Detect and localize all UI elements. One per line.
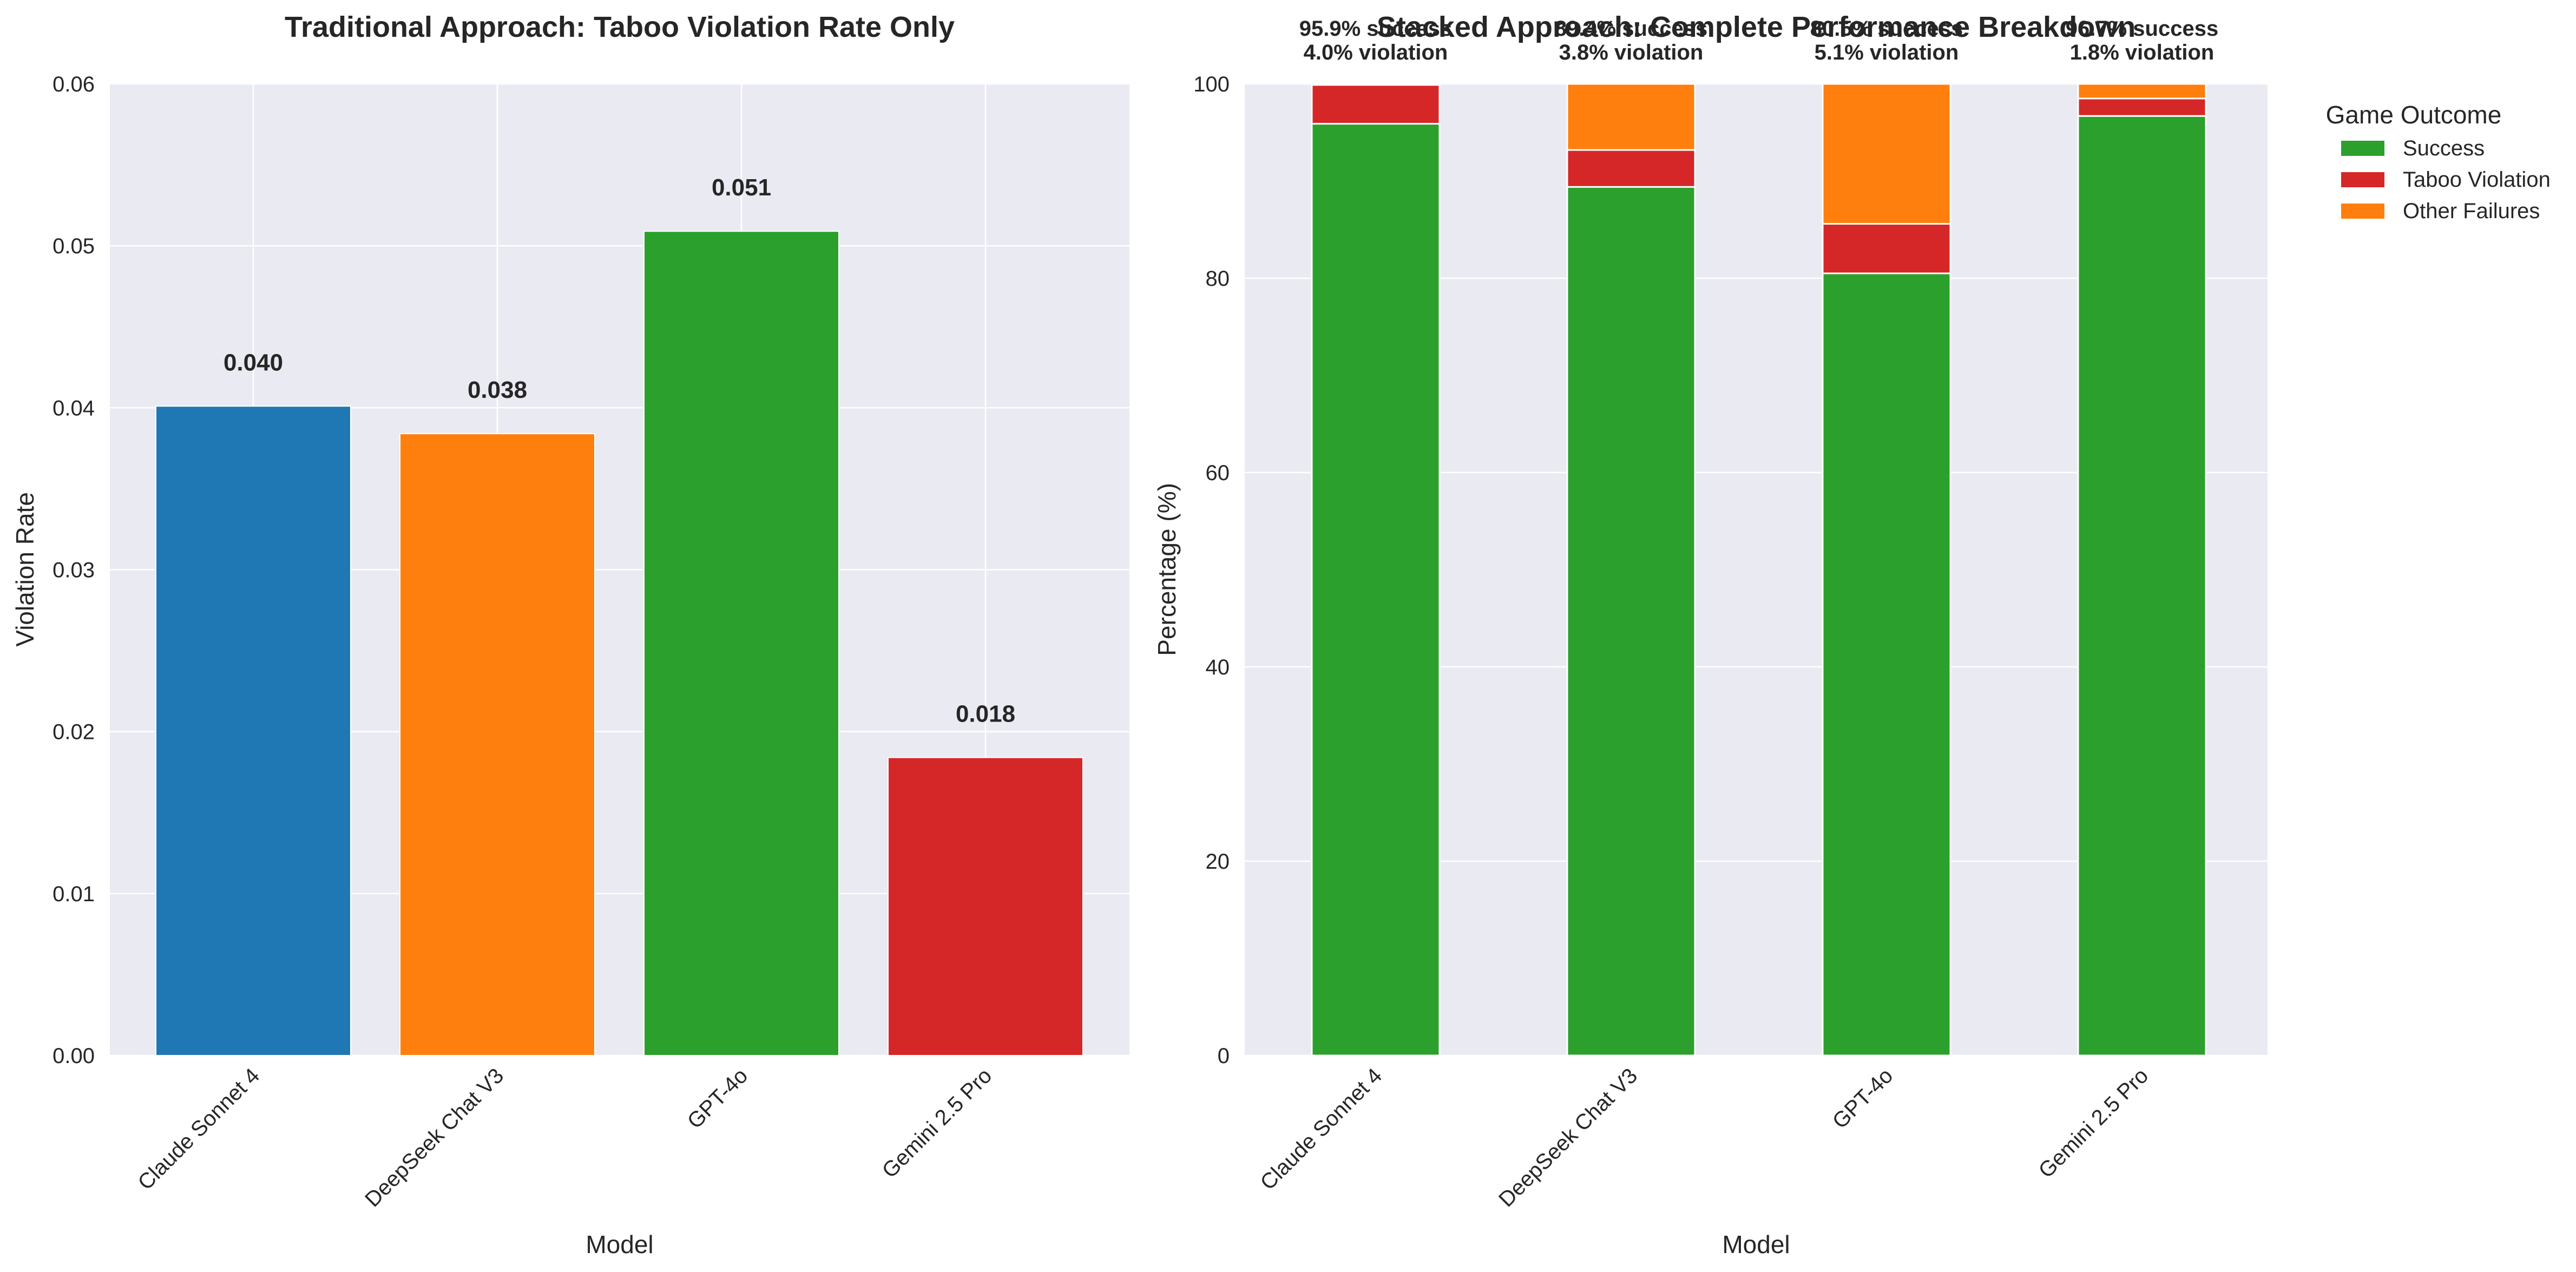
stacked-segment-success — [1566, 186, 1696, 1057]
y-tick-label: 0.01 — [52, 882, 95, 906]
right-y-axis-label: Percentage (%) — [1153, 483, 1181, 656]
bar-annotation-violation: 1.8% violation — [2070, 41, 2214, 64]
y-tick-label: 0.02 — [52, 720, 95, 744]
y-tick-label: 0.00 — [52, 1044, 95, 1068]
bar-annotation-success: 96.7% success — [2066, 17, 2218, 41]
right-stacked-bars — [1311, 83, 2207, 1057]
x-tick-label: GPT-4o — [1828, 1064, 1898, 1133]
y-tick-label: 0.03 — [52, 559, 95, 582]
bar-value-label: 0.040 — [224, 349, 283, 376]
bar-annotation-success: 89.4% success — [1555, 17, 1707, 41]
legend-items: Success Taboo Violation Other Failures — [2341, 136, 2551, 223]
y-tick-label: 100 — [1193, 73, 1230, 96]
legend-label: Success — [2403, 136, 2485, 160]
legend-swatch — [2341, 141, 2384, 156]
stacked-segment-other-failures — [1311, 83, 1441, 86]
bar-annotation-violation: 3.8% violation — [1559, 41, 1704, 64]
right-chart-title: Stacked Approach: Complete Performance B… — [1377, 11, 2135, 43]
right-x-tick-labels: Claude Sonnet 4 DeepSeek Chat V3 GPT-4o Gem… — [1256, 1064, 2153, 1211]
y-tick-label: 0.06 — [52, 73, 95, 96]
y-tick-label: 0.04 — [52, 396, 95, 420]
y-tick-label: 40 — [1206, 655, 1230, 679]
y-tick-label: 20 — [1206, 850, 1230, 874]
stacked-segment-success — [1311, 123, 1441, 1057]
left-x-axis-label: Model — [586, 1230, 653, 1258]
legend-title: Game Outcome — [2326, 101, 2502, 129]
right-y-tick-labels: 0 20 40 60 80 100 — [1193, 73, 1230, 1068]
stacked-segment-taboo-violation — [2077, 97, 2207, 117]
left-value-labels: 0.040 0.038 0.051 0.018 — [224, 174, 1015, 727]
bar-value-label: 0.018 — [956, 701, 1015, 727]
stacked-segment-taboo-violation — [1566, 149, 1696, 188]
y-tick-label: 80 — [1206, 267, 1230, 291]
legend-swatch — [2341, 172, 2384, 187]
x-tick-label: DeepSeek Chat V3 — [360, 1064, 508, 1211]
bar — [643, 231, 839, 1056]
left-y-axis-label: Violation Rate — [11, 492, 39, 647]
left-x-tick-labels: Claude Sonnet 4 DeepSeek Chat V3 GPT-4o Gem… — [134, 1064, 997, 1211]
x-tick-label: GPT-4o — [683, 1064, 753, 1133]
legend-label: Taboo Violation — [2403, 168, 2551, 192]
y-tick-label: 60 — [1206, 461, 1230, 485]
stacked-segment-other-failures — [1566, 83, 1696, 151]
x-tick-label: Claude Sonnet 4 — [1256, 1064, 1387, 1195]
left-bars — [155, 231, 1083, 1057]
right-chart: 0 20 40 60 80 100 Claude Sonnet 4 DeepSeek Cha… — [1153, 11, 2268, 1258]
bar-annotation-success: 80.5% success — [1810, 17, 1963, 41]
stacked-segment-taboo-violation — [1822, 222, 1951, 274]
x-tick-label: Gemini 2.5 Pro — [878, 1064, 997, 1183]
left-y-tick-labels: 0.00 0.01 0.02 0.03 0.04 0.05 0.06 — [52, 73, 95, 1068]
bar — [399, 433, 595, 1057]
x-tick-label: Gemini 2.5 Pro — [2034, 1064, 2153, 1183]
right-x-axis-label: Model — [1722, 1230, 1790, 1258]
bar — [888, 757, 1083, 1056]
x-tick-label: DeepSeek Chat V3 — [1494, 1064, 1642, 1211]
stacked-segment-success — [2077, 115, 2207, 1057]
bar-annotation-violation: 4.0% violation — [1304, 41, 1448, 64]
stacked-segment-taboo-violation — [1311, 84, 1441, 125]
x-tick-label: Claude Sonnet 4 — [134, 1064, 265, 1195]
bar-value-label: 0.038 — [468, 377, 527, 403]
y-tick-label: 0.05 — [52, 234, 95, 258]
stacked-segment-success — [1822, 272, 1951, 1057]
stacked-segment-other-failures — [2077, 83, 2207, 100]
legend-label: Other Failures — [2403, 199, 2540, 223]
bar-value-label: 0.051 — [712, 174, 771, 201]
legend-swatch — [2341, 204, 2384, 219]
legend: Game Outcome Success Taboo Violation Other… — [2326, 101, 2551, 223]
left-chart-title: Traditional Approach: Taboo Violation Ra… — [285, 11, 955, 43]
bar-annotation-success: 95.9% success — [1299, 17, 1452, 41]
stacked-segment-other-failures — [1822, 83, 1951, 225]
bar — [155, 405, 351, 1056]
bar-annotation-violation: 5.1% violation — [1815, 41, 1959, 64]
y-tick-label: 0 — [1218, 1044, 1230, 1068]
